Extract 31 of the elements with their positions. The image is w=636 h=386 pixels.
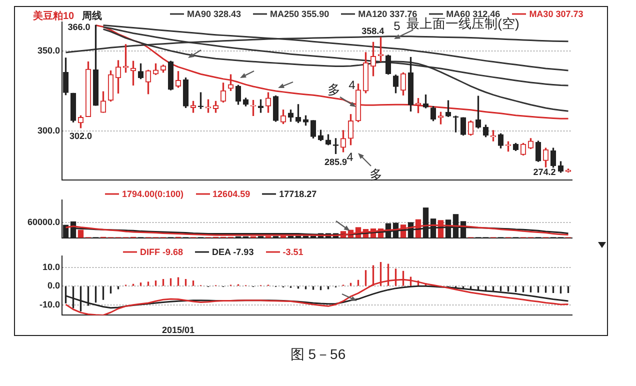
annotation: 多 — [328, 81, 340, 99]
annotation: 366.0 — [68, 22, 90, 32]
y-tick-label: 0.0 — [47, 280, 60, 291]
legend-label: MA90 328.43 — [186, 9, 242, 19]
legend-label: 1794.00(0:100) — [121, 189, 184, 199]
y-tick-label: 350.0 — [37, 45, 60, 56]
legend-label: MA120 337.76 — [357, 9, 418, 19]
x-tick-label: 2015/01 — [162, 325, 195, 336]
annotation: 285.9 — [324, 156, 348, 167]
legend-label: 17718.27 — [278, 189, 317, 199]
chart-subtitle: 周线 — [82, 11, 102, 22]
legend-label: MA60 312.46 — [446, 9, 500, 19]
legend-label: MA250 355.90 — [269, 9, 330, 19]
annotation: 302.0 — [69, 130, 92, 141]
annotation: 4 — [346, 150, 354, 164]
legend-label: DIFF -9.68 — [139, 247, 184, 257]
annotation: 5 — [394, 19, 400, 33]
legend-label: -3.51 — [282, 247, 304, 257]
chart-title: 美豆粕10 — [33, 11, 74, 22]
legend-label: 12604.59 — [212, 189, 250, 199]
caption: 图 5－56 — [290, 346, 346, 364]
y-tick-label: -10.0 — [39, 299, 60, 310]
annotation: 最上面一线压制(空) — [406, 16, 520, 33]
y-tick-label: 60000.0 — [27, 216, 60, 227]
y-tick-label: 10.0 — [42, 262, 60, 272]
y-tick-label: 300.0 — [37, 126, 60, 136]
annotation: 274.2 — [533, 167, 556, 178]
annotation: 4 — [348, 78, 356, 92]
legend-label: DEA -7.93 — [211, 247, 254, 257]
legend-label: MA30 307.73 — [529, 9, 584, 19]
annotation: 358.4 — [362, 26, 384, 36]
